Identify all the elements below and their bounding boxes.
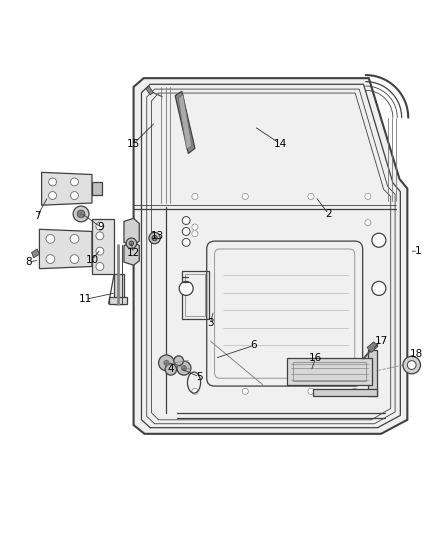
Circle shape — [372, 233, 386, 247]
Circle shape — [403, 356, 420, 374]
Polygon shape — [114, 274, 124, 304]
Circle shape — [182, 216, 190, 224]
Polygon shape — [92, 182, 102, 195]
Polygon shape — [175, 91, 195, 154]
Circle shape — [177, 361, 191, 375]
Text: 9: 9 — [97, 222, 104, 232]
Text: 10: 10 — [85, 255, 99, 265]
Circle shape — [96, 263, 104, 270]
Text: 5: 5 — [196, 372, 203, 382]
Circle shape — [181, 366, 187, 371]
Circle shape — [77, 210, 85, 218]
Circle shape — [96, 232, 104, 240]
Circle shape — [129, 241, 134, 246]
Text: 16: 16 — [309, 353, 322, 364]
Bar — [185, 274, 205, 316]
Circle shape — [242, 193, 248, 199]
Text: 4: 4 — [167, 365, 174, 374]
Circle shape — [308, 388, 314, 394]
Polygon shape — [109, 297, 127, 304]
Text: 7: 7 — [34, 211, 41, 221]
Text: 14: 14 — [274, 139, 287, 149]
Text: 18: 18 — [410, 349, 423, 359]
Circle shape — [182, 228, 190, 236]
Circle shape — [372, 281, 386, 295]
Polygon shape — [124, 219, 139, 246]
Polygon shape — [287, 359, 372, 385]
Text: 3: 3 — [207, 318, 214, 328]
Circle shape — [46, 235, 55, 243]
Circle shape — [71, 178, 78, 186]
Bar — [182, 271, 209, 319]
Circle shape — [192, 388, 198, 394]
Circle shape — [49, 178, 57, 186]
Text: 8: 8 — [25, 257, 32, 267]
Circle shape — [182, 238, 190, 246]
Circle shape — [159, 355, 174, 371]
Polygon shape — [39, 229, 92, 269]
Polygon shape — [134, 78, 407, 434]
Circle shape — [126, 238, 137, 248]
Polygon shape — [42, 172, 92, 205]
Circle shape — [96, 247, 104, 255]
Circle shape — [174, 356, 184, 366]
Circle shape — [242, 388, 248, 394]
Polygon shape — [313, 389, 377, 395]
Circle shape — [407, 361, 416, 369]
Polygon shape — [32, 249, 39, 258]
Polygon shape — [368, 350, 377, 395]
Circle shape — [365, 220, 371, 226]
Circle shape — [164, 360, 169, 366]
Circle shape — [165, 364, 177, 375]
Circle shape — [308, 193, 314, 199]
Text: 6: 6 — [251, 341, 258, 350]
Circle shape — [96, 222, 104, 230]
Circle shape — [192, 224, 198, 230]
Polygon shape — [178, 94, 192, 150]
Text: 12: 12 — [127, 248, 140, 259]
Circle shape — [70, 255, 79, 263]
Text: 11: 11 — [79, 294, 92, 304]
Polygon shape — [146, 86, 153, 95]
Circle shape — [352, 388, 358, 394]
Circle shape — [46, 255, 55, 263]
Circle shape — [73, 206, 89, 222]
Circle shape — [149, 232, 160, 244]
Circle shape — [365, 193, 371, 199]
Text: 17: 17 — [374, 336, 388, 346]
Text: 13: 13 — [151, 231, 164, 241]
Circle shape — [179, 281, 193, 295]
Text: 1: 1 — [415, 246, 422, 256]
Circle shape — [192, 193, 198, 199]
Text: 15: 15 — [127, 139, 140, 149]
Bar — [293, 362, 366, 381]
Circle shape — [70, 235, 79, 243]
Circle shape — [192, 231, 198, 237]
Polygon shape — [92, 219, 114, 274]
Circle shape — [49, 191, 57, 199]
Polygon shape — [124, 243, 139, 265]
Circle shape — [71, 191, 78, 199]
Text: 2: 2 — [325, 209, 332, 219]
Polygon shape — [367, 342, 378, 352]
Circle shape — [152, 236, 157, 241]
